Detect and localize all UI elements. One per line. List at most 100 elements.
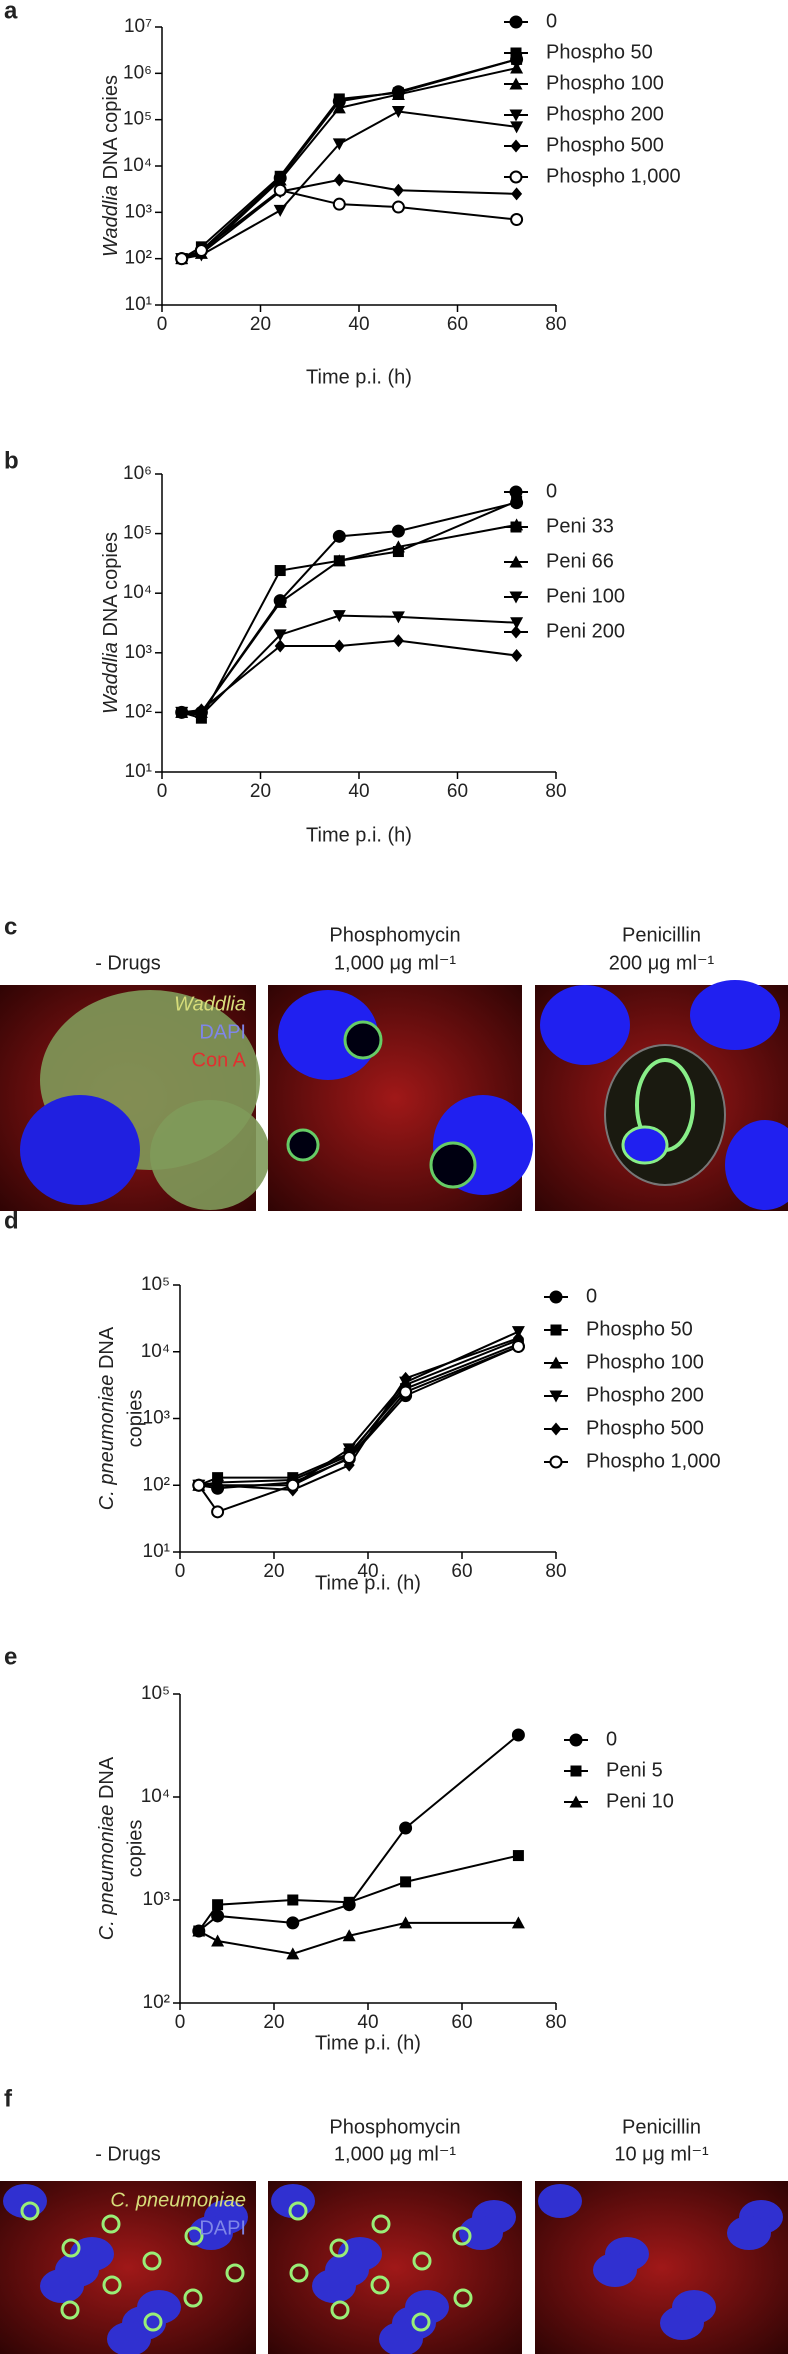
legend-label: Phospho 100 bbox=[546, 72, 664, 94]
inclusion bbox=[411, 2312, 431, 2332]
inclusion bbox=[143, 2312, 163, 2332]
inclusion bbox=[371, 2214, 391, 2234]
legend-label: Peni 66 bbox=[546, 550, 614, 572]
data-point bbox=[286, 1947, 300, 1960]
data-point bbox=[287, 1894, 299, 1906]
data-point bbox=[511, 1339, 525, 1353]
inclusion bbox=[343, 1020, 383, 1060]
nucleus bbox=[725, 1120, 788, 1210]
nucleus bbox=[621, 1125, 669, 1165]
data-point bbox=[192, 1924, 206, 1937]
inclusion bbox=[289, 2263, 309, 2283]
data-point bbox=[399, 1916, 413, 1929]
inclusion bbox=[150, 1100, 270, 1210]
y-tick-label: 10³ bbox=[125, 642, 152, 663]
series-line bbox=[198, 1339, 519, 1487]
inclusion bbox=[429, 1141, 477, 1189]
x-tick-label: 0 bbox=[175, 2012, 186, 2033]
legend-label: Phospho 200 bbox=[546, 103, 664, 125]
data-point bbox=[399, 1821, 413, 1835]
x-tick-label: 60 bbox=[447, 781, 468, 802]
y-tick-label: 10² bbox=[143, 1992, 170, 2013]
y-axis-label-part: C. pneumoniae bbox=[96, 1805, 118, 1941]
legend-marker bbox=[569, 1733, 583, 1747]
nucleus bbox=[538, 2184, 582, 2218]
x-axis-label: Time p.i. (h) bbox=[315, 2032, 421, 2054]
y-tick-label: 10³ bbox=[143, 1408, 170, 1429]
x-tick-label: 60 bbox=[451, 2012, 472, 2033]
inclusion bbox=[184, 2226, 204, 2246]
data-point bbox=[212, 1478, 224, 1492]
nucleus bbox=[593, 2253, 637, 2287]
y-tick-label: 10⁵ bbox=[123, 523, 152, 544]
x-tick-label: 80 bbox=[545, 1561, 566, 1582]
data-point bbox=[286, 1478, 300, 1492]
legend-marker bbox=[510, 47, 522, 59]
x-axis-label: Time p.i. (h) bbox=[306, 366, 412, 388]
data-point bbox=[391, 524, 405, 538]
inclusion bbox=[60, 2300, 80, 2320]
x-tick-label: 40 bbox=[348, 314, 369, 335]
legend-label: Phospho 500 bbox=[546, 134, 664, 156]
inclusion bbox=[370, 2275, 390, 2295]
data-point bbox=[211, 1909, 225, 1923]
y-axis-label: C. pneumoniae DNA bbox=[96, 1756, 118, 1940]
nucleus bbox=[379, 2322, 423, 2354]
data-point bbox=[391, 87, 405, 100]
data-point bbox=[192, 1478, 206, 1492]
image-title: 1,000 μg ml⁻¹ bbox=[334, 2143, 456, 2165]
inclusion bbox=[453, 2288, 473, 2308]
data-point bbox=[175, 252, 189, 266]
x-axis-label: Time p.i. (h) bbox=[306, 824, 412, 846]
data-point bbox=[273, 629, 287, 642]
series-line bbox=[181, 614, 517, 717]
data-point bbox=[511, 1728, 525, 1742]
x-tick-label: 40 bbox=[357, 2012, 378, 2033]
y-tick-label: 10⁴ bbox=[123, 582, 152, 603]
image-title: - Drugs bbox=[95, 2143, 161, 2165]
data-point bbox=[511, 187, 523, 201]
legend-label: Peni 33 bbox=[546, 515, 614, 537]
legend-marker bbox=[509, 591, 523, 604]
inclusion bbox=[142, 2251, 162, 2271]
legend-marker bbox=[550, 1422, 562, 1436]
y-tick-label: 10⁴ bbox=[123, 155, 152, 176]
y-axis-label: C. pneumoniae DNA bbox=[96, 1326, 118, 1510]
data-point bbox=[400, 1876, 412, 1888]
y-tick-label: 10⁵ bbox=[141, 1683, 170, 1704]
image-title: Phosphomycin bbox=[329, 2116, 460, 2138]
data-point bbox=[510, 61, 524, 74]
y-axis-label-part: DNA bbox=[96, 1326, 118, 1374]
data-point bbox=[273, 173, 287, 186]
data-point bbox=[332, 610, 346, 623]
y-tick-label: 10⁶ bbox=[123, 62, 152, 83]
nucleus bbox=[660, 2306, 704, 2340]
y-tick-label: 10⁷ bbox=[124, 16, 152, 37]
inclusion bbox=[225, 2263, 245, 2283]
y-axis-label-part: DNA copies bbox=[100, 532, 122, 642]
data-point bbox=[333, 639, 345, 653]
series-line bbox=[181, 639, 517, 714]
legend-marker bbox=[509, 15, 523, 29]
image-title: Penicillin bbox=[622, 2116, 701, 2138]
inclusion bbox=[61, 2238, 81, 2258]
data-point bbox=[211, 1934, 225, 1947]
overlay-label: Con A bbox=[192, 1049, 247, 1071]
legend-marker bbox=[570, 1765, 582, 1777]
legend-label: Peni 5 bbox=[606, 1759, 663, 1781]
panel-label: b bbox=[4, 447, 19, 474]
data-point bbox=[511, 495, 523, 507]
x-tick-label: 20 bbox=[250, 314, 271, 335]
legend-label: Phospho 1,000 bbox=[586, 1450, 721, 1472]
overlay-label: DAPI bbox=[199, 2217, 246, 2239]
data-point bbox=[511, 1916, 525, 1929]
legend-label: Phospho 50 bbox=[546, 41, 653, 63]
legend-label: Phospho 200 bbox=[586, 1384, 704, 1406]
legend-marker bbox=[509, 170, 523, 184]
x-tick-label: 20 bbox=[263, 2012, 284, 2033]
data-point bbox=[333, 93, 345, 105]
data-point bbox=[332, 197, 346, 211]
y-axis-label-part: DNA bbox=[96, 1756, 118, 1804]
image-title: Phosphomycin bbox=[329, 924, 460, 946]
